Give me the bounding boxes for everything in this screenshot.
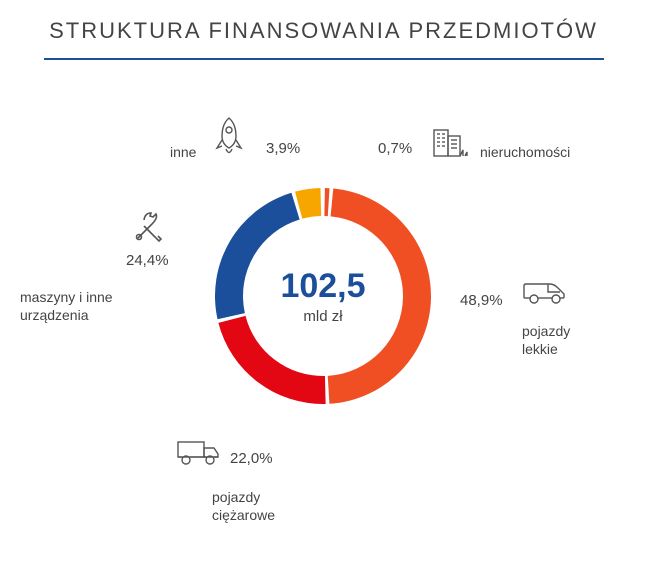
pct-nieruchomosci: 0,7% [378,140,412,157]
center-unit: mld zł [303,308,342,325]
pct-inne: 3,9% [266,140,300,157]
page-title: STRUKTURA FINANSOWANIA PRZEDMIOTÓW [0,0,647,44]
label-line: urządzenia [20,307,89,323]
label-pojazdy-lekkie: pojazdy lekkie [522,322,570,358]
pct-pojazdy-lekkie: 48,9% [460,292,503,309]
van-icon [520,278,568,313]
label-line: maszyny i inne [20,289,113,305]
label-line: ciężarowe [212,507,275,523]
tools-icon [130,210,166,251]
building-icon [430,126,470,165]
pct-maszyny: 24,4% [126,252,169,269]
label-line: lekkie [522,341,558,357]
label-inne: inne [170,144,196,160]
donut-center: 102,5 mld zł [213,186,433,406]
donut-chart: 102,5 mld zł [213,186,433,406]
label-line: pojazdy [522,323,570,339]
label-maszyny: maszyny i inne urządzenia [20,288,113,324]
label-nieruchomosci: nieruchomości [480,144,570,160]
truck-icon [176,438,224,473]
chart-area: 102,5 mld zł 0,7% nieruchomości 48,9% po… [0,80,647,560]
center-value: 102,5 [280,267,365,306]
pct-pojazdy-ciezarowe: 22,0% [230,450,273,467]
label-pojazdy-ciezarowe: pojazdy ciężarowe [212,488,275,524]
title-underline [44,58,604,60]
rocket-icon [214,116,244,163]
label-line: pojazdy [212,489,260,505]
